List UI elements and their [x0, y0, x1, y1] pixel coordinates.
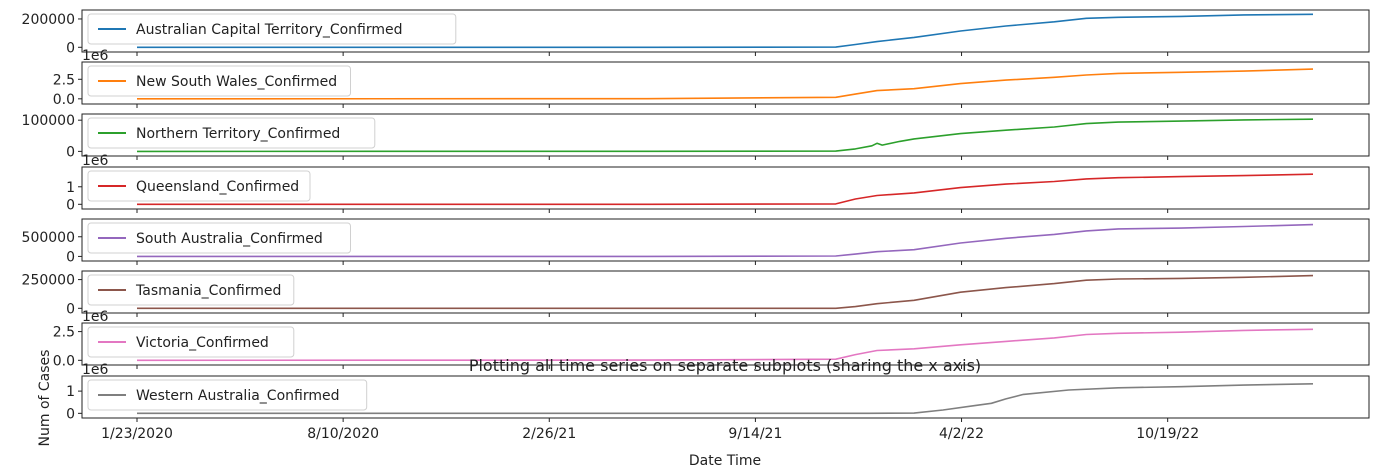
legend-box [87, 222, 351, 254]
y-tick-label: 0 [66, 144, 75, 160]
y-tick-label: 2.5 [53, 72, 75, 88]
legend: Western Australia_Confirmed [87, 379, 368, 411]
legend-label: Western Australia_Confirmed [136, 388, 339, 404]
legend: Victoria_Confirmed [87, 326, 295, 358]
subplot-5: 0 250000 Tasmania_Confirmed [22, 270, 1370, 317]
legend-label: Northern Territory_Confirmed [136, 126, 340, 142]
legend-label: Victoria_Confirmed [136, 335, 269, 351]
subplot-0: 0 200000 Australian Capital Territory_Conf… [22, 9, 1370, 56]
y-tick-label: 0.0 [53, 92, 75, 108]
y-offset-label: 1e6 [82, 309, 109, 325]
x-tick-label: 4/2/22 [939, 426, 984, 442]
y-tick-label: 200000 [22, 12, 75, 28]
y-tick-label: 1 [66, 384, 75, 400]
legend-label: New South Wales_Confirmed [136, 74, 337, 90]
subplot-4: 0 500000 South Australia_Confirmed [22, 218, 1370, 265]
subplot-7: 0 1 1e6 Western Australia_Confirmed [66, 362, 1370, 422]
series-line [137, 383, 1314, 415]
x-tick-label: 8/10/2020 [307, 426, 379, 442]
legend-box [87, 65, 351, 97]
subplot-1: 0.0 2.5 1e6 New South Wales_Confirmed [53, 48, 1370, 108]
x-tick-label: 10/19/22 [1136, 426, 1199, 442]
series-line [136, 118, 1314, 153]
legend-box [87, 274, 295, 306]
y-tick-label: 100000 [22, 113, 75, 129]
legend-label: South Australia_Confirmed [136, 231, 323, 247]
legend-label: Queensland_Confirmed [136, 179, 299, 195]
y-tick-label: 2.5 [53, 325, 75, 341]
x-tick-label: 9/14/21 [728, 426, 782, 442]
legend-box [87, 13, 457, 45]
legend-box [87, 170, 311, 202]
y-tick-label: 250000 [22, 273, 75, 289]
y-tick-label: 0.0 [53, 353, 75, 369]
y-tick-label: 0 [66, 249, 75, 265]
series-line [137, 173, 1314, 206]
series-line [137, 274, 1314, 310]
legend-label: Tasmania_Confirmed [135, 283, 281, 299]
y-tick-label: 1 [66, 180, 75, 196]
series-line [137, 223, 1314, 258]
legend-box [87, 117, 376, 149]
subplot-2: 0 100000 Northern Territory_Confirmed [22, 113, 1370, 160]
y-offset-label: 1e6 [82, 153, 109, 169]
series-line [136, 328, 1314, 362]
series-line [136, 68, 1314, 100]
legend: South Australia_Confirmed [87, 222, 351, 254]
x-tick-label: 2/26/21 [522, 426, 576, 442]
legend: Northern Territory_Confirmed [87, 117, 376, 149]
x-tick-label: 1/23/2020 [101, 426, 173, 442]
legend: Tasmania_Confirmed [87, 274, 295, 306]
y-tick-label: 0 [66, 406, 75, 422]
y-tick-label: 500000 [22, 230, 75, 246]
legend: Queensland_Confirmed [87, 170, 311, 202]
legend: Australian Capital Territory_Confirmed [87, 13, 457, 45]
legend-label: Australian Capital Territory_Confirmed [136, 22, 403, 38]
y-axis-label: Num of Cases [37, 350, 53, 447]
y-tick-label: 0 [66, 301, 75, 317]
subplot-6: 0.0 2.5 1e6 Victoria_Confirmed [53, 309, 1370, 369]
y-tick-label: 0 [66, 197, 75, 213]
y-tick-label: 0 [66, 40, 75, 56]
subplot-3: 01 1e6 Queensland_Confirmed [66, 153, 1370, 213]
legend-box [87, 379, 368, 411]
legend-box [87, 326, 295, 358]
legend: New South Wales_Confirmed [87, 65, 351, 97]
y-offset-label: 1e6 [82, 48, 109, 64]
chart-title: Plotting all time series on separate sub… [469, 356, 981, 375]
x-axis-label: Date Time [689, 453, 761, 469]
subplot-frame [81, 322, 1370, 366]
y-offset-label: 1e6 [82, 362, 109, 378]
series-line [137, 13, 1314, 49]
